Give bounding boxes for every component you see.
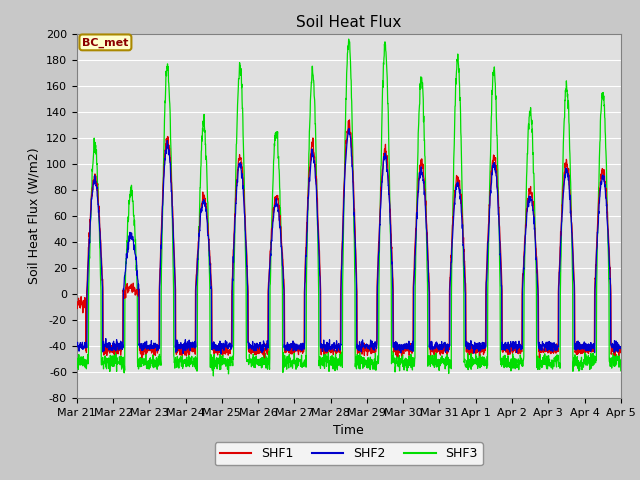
Text: BC_met: BC_met bbox=[82, 37, 129, 48]
Title: Soil Heat Flux: Soil Heat Flux bbox=[296, 15, 401, 30]
Y-axis label: Soil Heat Flux (W/m2): Soil Heat Flux (W/m2) bbox=[28, 148, 40, 284]
X-axis label: Time: Time bbox=[333, 424, 364, 437]
Legend: SHF1, SHF2, SHF3: SHF1, SHF2, SHF3 bbox=[214, 442, 483, 465]
